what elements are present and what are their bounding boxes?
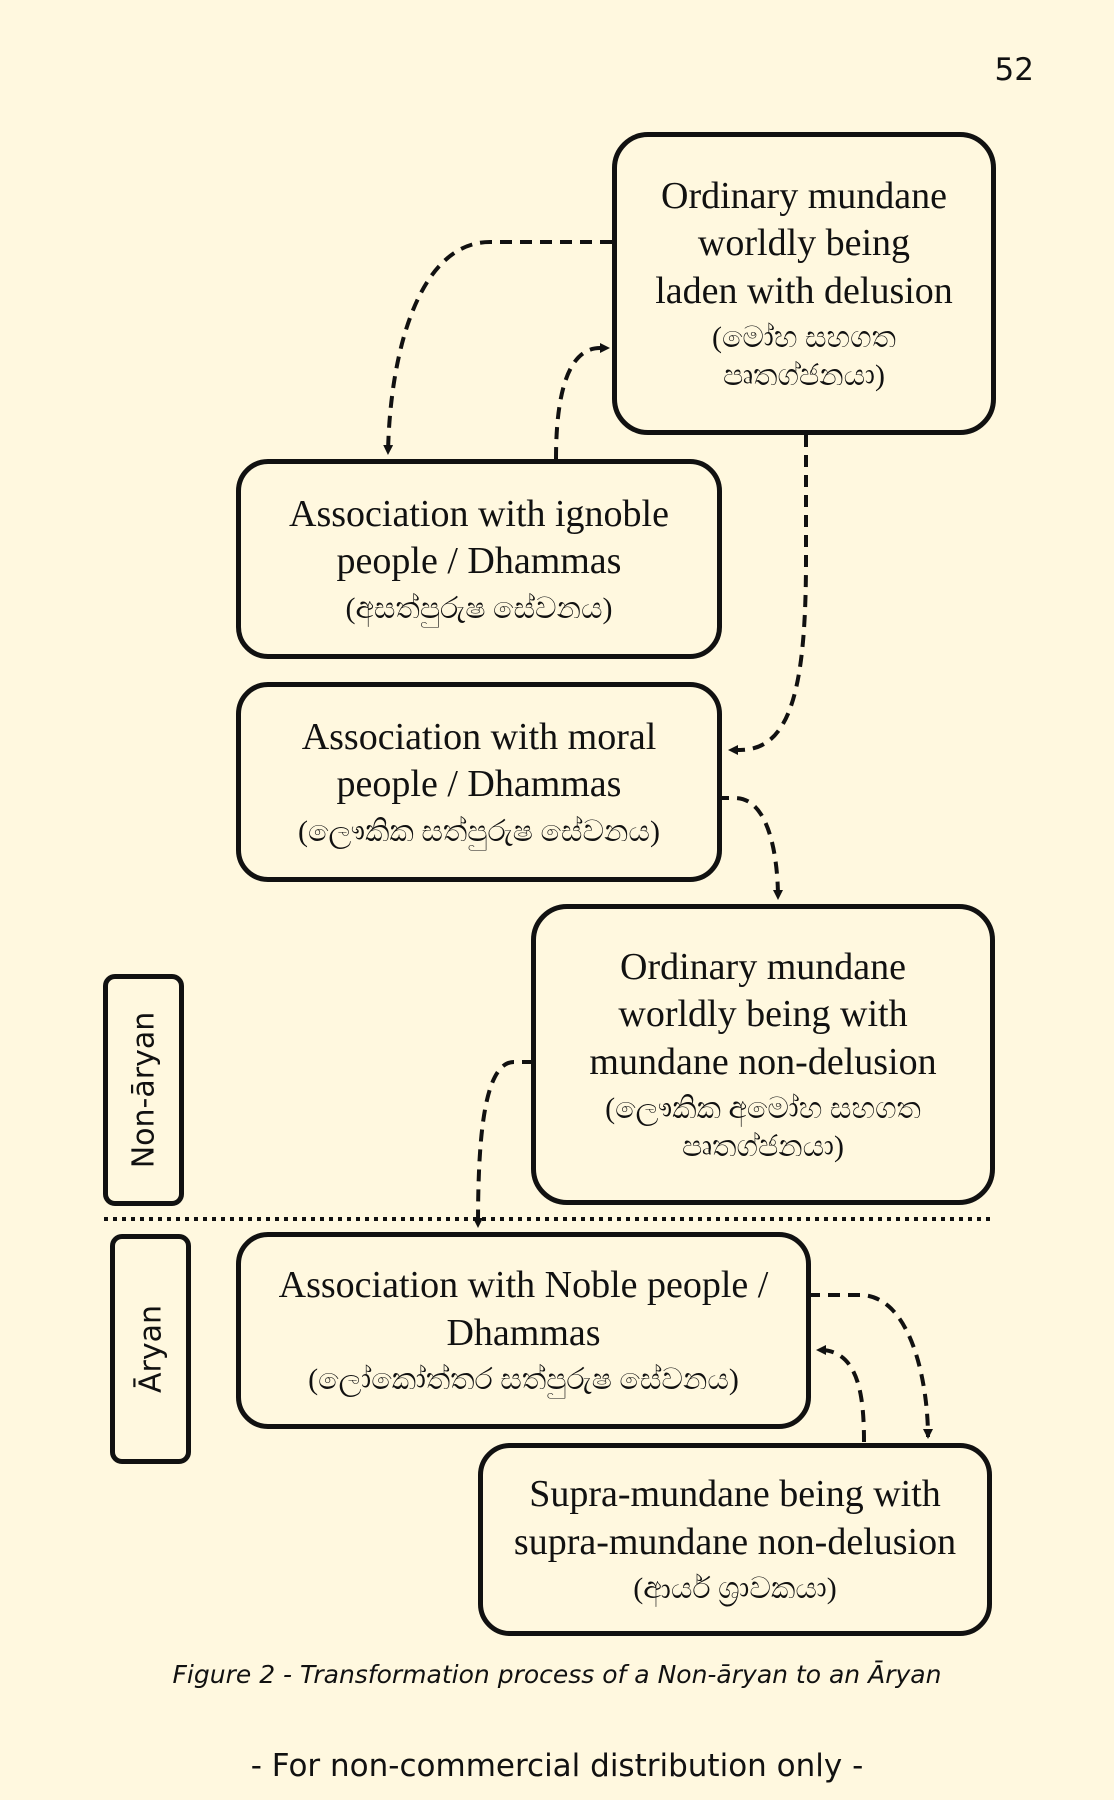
arrow-moral-to-non-deluded: [717, 796, 783, 900]
node-moral-association: Association with moral people / Dhammas …: [236, 682, 722, 882]
page-number: 52: [994, 52, 1034, 88]
figure-caption: Figure 2 - Transformation process of a N…: [172, 1660, 942, 1689]
node-supramundane-being-english: Supra-mundane being with supra-mundane n…: [513, 1473, 957, 1563]
non-aryan-label: Non-āryan: [126, 1011, 161, 1169]
node-supramundane-being-sinhala: (ආර්ය ශ්‍රාවකයා): [633, 1572, 837, 1606]
node-supramundane-being: Supra-mundane being with supra-mundane n…: [478, 1443, 992, 1636]
non-aryan-label-box: Non-āryan: [103, 974, 184, 1206]
node-ignoble-association-sinhala: (අසත්පුරුෂ සේවනය): [345, 591, 613, 625]
node-noble-association-english: Association with Noble people / Dhammas: [278, 1264, 769, 1354]
arrow-noble-to-supramundane: [808, 1293, 933, 1439]
aryan-label-box: Āryan: [110, 1234, 191, 1464]
node-moral-association-sinhala: (ලෞකික සත්පුරුෂ සේවනය): [298, 814, 660, 848]
distribution-footer: - For non-commercial distribution only -: [250, 1748, 864, 1784]
node-ordinary-deluded-sinhala: (මෝහ සහගත පෘතග්ජනයා): [712, 321, 896, 392]
node-ordinary-non-deluded: Ordinary mundane worldly being with mund…: [531, 904, 995, 1205]
node-ordinary-deluded-english: Ordinary mundane worldly being laden wit…: [655, 174, 953, 312]
node-noble-association: Association with Noble people / Dhammas …: [236, 1232, 811, 1429]
node-ignoble-association: Association with ignoble people / Dhamma…: [236, 459, 722, 659]
node-ordinary-non-deluded-sinhala: (ලෞකික අමෝහ සහගත පෘතග්ජනයා): [605, 1092, 921, 1163]
node-ordinary-non-deluded-english: Ordinary mundane worldly being with mund…: [589, 945, 937, 1083]
node-noble-association-sinhala: (ලෝකෝත්තර සත්පුරුෂ සේවනය): [308, 1363, 739, 1397]
node-moral-association-english: Association with moral people / Dhammas: [301, 715, 657, 806]
arrow-supramundane-to-noble: [816, 1345, 866, 1443]
arrow-deluded-to-ignoble: [383, 240, 612, 455]
arrow-non-deluded-to-noble: [473, 1060, 534, 1228]
arrow-deluded-to-moral: [728, 435, 808, 755]
arrow-ignoble-to-deluded: [554, 343, 610, 460]
node-ignoble-association-english: Association with ignoble people / Dhamma…: [289, 492, 669, 583]
node-ordinary-deluded: Ordinary mundane worldly being laden wit…: [612, 132, 996, 435]
aryan-label: Āryan: [133, 1304, 168, 1394]
